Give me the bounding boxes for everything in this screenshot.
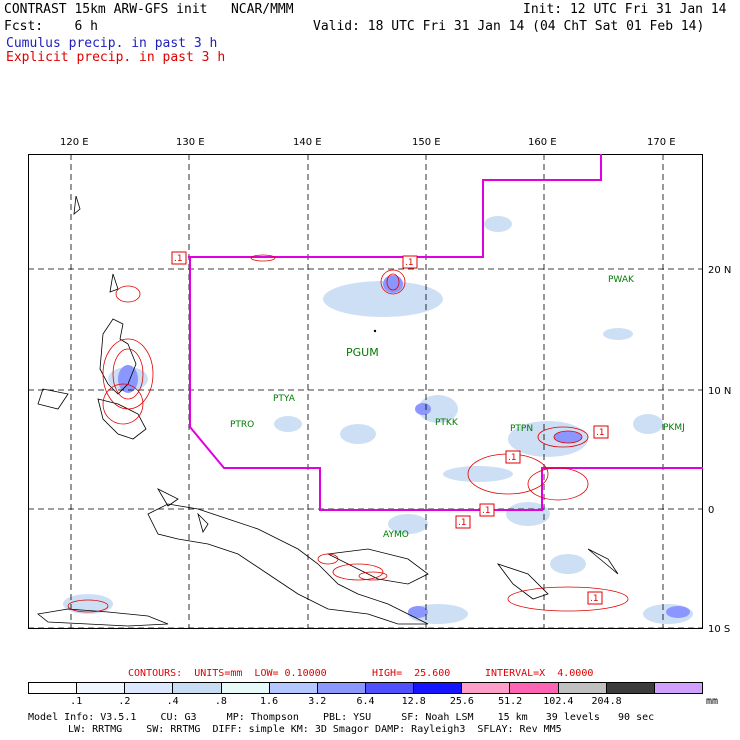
scale-label: 102.4 — [543, 696, 574, 707]
contour-label: .1 — [482, 506, 491, 516]
scale-swatch — [317, 683, 366, 693]
scale-swatch — [77, 683, 126, 693]
station-pgum: PGUM — [346, 346, 379, 359]
scale-swatch — [414, 683, 463, 693]
lat-axis: 20 N 10 N 0 10 S — [708, 265, 731, 634]
scale-swatch — [269, 683, 318, 693]
scale-label: 1.6 — [260, 696, 279, 707]
scale-label: 6.4 — [356, 696, 375, 707]
station-pwak: PWAK — [608, 275, 635, 285]
scale-swatch — [558, 683, 607, 693]
color-scale-bar — [28, 682, 703, 694]
legend-cumulus: Cumulus precip. in past 3 h — [6, 36, 218, 51]
contour-label: .1 — [405, 258, 414, 268]
contour-label: .1 — [596, 428, 605, 438]
model-info-line2: LW: RRTMG SW: RRTMG DIFF: simple KM: 3D … — [68, 724, 562, 735]
scale-swatch — [654, 683, 702, 693]
lat-label: 10 N — [708, 386, 731, 397]
station-ptpn: PTPN — [510, 424, 533, 434]
color-scale-labels: .1 .2 .4 .8 1.6 3.2 6.4 12.8 25.6 51.2 102.4 204.8 — [28, 696, 703, 708]
scale-swatch — [365, 683, 415, 693]
scale-label: 3.2 — [308, 696, 327, 707]
contour-label: .1 — [508, 453, 517, 463]
contours-interval: INTERVAL=X 4.0000 — [485, 668, 594, 679]
scale-label: 25.6 — [449, 696, 474, 707]
lon-label: 170 E — [647, 137, 676, 148]
lat-label: 20 N — [708, 265, 731, 276]
station-ptkk: PTKK — [435, 418, 459, 428]
lon-label: 140 E — [293, 137, 322, 148]
map-canvas: .1 .1 .1 .1 .1 .1 .1 PGUM PWAK PTYA PTRO… — [28, 154, 703, 629]
lat-lon-grid — [28, 154, 703, 629]
legend-explicit: Explicit precip. in past 3 h — [6, 50, 226, 65]
contours-high: HIGH= 25.600 — [372, 668, 451, 679]
scale-label: .2 — [118, 696, 131, 707]
init-time: Init: 12 UTC Fri 31 Jan 14 — [523, 2, 727, 17]
scale-swatch — [606, 683, 655, 693]
valid-time: Valid: 18 UTC Fri 31 Jan 14 (04 ChT Sat … — [313, 19, 705, 34]
scale-label: .4 — [166, 696, 179, 707]
contours-units: CONTOURS: UNITS=mm LOW= 0.10000 — [128, 668, 327, 679]
scale-swatch — [29, 683, 78, 693]
lon-axis: 120 E 130 E 140 E 150 E 160 E 170 E — [60, 137, 676, 148]
region-boundary — [188, 154, 602, 258]
explicit-precip-contours — [67, 254, 629, 613]
scale-swatch — [221, 683, 270, 693]
contour-label: .1 — [590, 594, 599, 604]
title-line: CONTRAST 15km ARW-GFS init NCAR/MMM — [4, 2, 294, 17]
precip-map: .1 .1 .1 .1 .1 .1 .1 PGUM PWAK PTYA PTRO… — [28, 154, 703, 629]
contour-label: .1 — [174, 254, 183, 264]
region-boundary-south — [189, 257, 703, 511]
coastlines — [37, 195, 619, 627]
lat-label: 10 S — [708, 624, 730, 634]
lon-label: 160 E — [528, 137, 557, 148]
station-pkmj: PKMJ — [663, 423, 685, 433]
lat-label: 0 — [708, 505, 714, 516]
lon-label: 150 E — [412, 137, 441, 148]
scale-swatch — [173, 683, 222, 693]
contour-labels: .1 .1 .1 .1 .1 .1 .1 — [171, 251, 609, 605]
scale-label: .8 — [214, 696, 227, 707]
scale-swatch — [510, 683, 559, 693]
scale-label: .1 — [70, 696, 83, 707]
forecast-hour: Fcst: 6 h — [4, 19, 98, 34]
station-ptro: PTRO — [230, 420, 254, 430]
station-aymo: AYMO — [383, 530, 409, 540]
model-info-line1: Model Info: V3.5.1 CU: G3 MP: Thompson P… — [28, 712, 655, 723]
scale-unit: mm — [706, 696, 719, 707]
stations: PGUM PWAK PTYA PTRO PTKK PTPN PKMJ AYMO — [230, 275, 685, 540]
scale-label: 51.2 — [498, 696, 523, 707]
scale-swatch — [125, 683, 174, 693]
scale-label: 204.8 — [591, 696, 622, 707]
scale-swatch — [462, 683, 511, 693]
contour-label: .1 — [458, 518, 467, 528]
lon-label: 130 E — [176, 137, 205, 148]
scale-label: 12.8 — [401, 696, 426, 707]
station-ptya: PTYA — [273, 394, 296, 404]
lon-label: 120 E — [60, 137, 89, 148]
